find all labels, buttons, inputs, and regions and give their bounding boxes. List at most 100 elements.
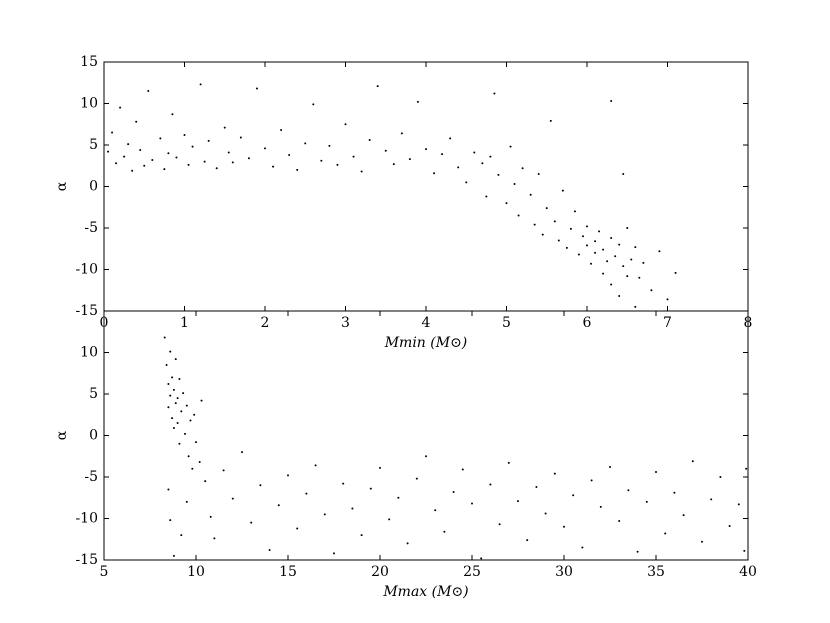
point	[215, 167, 218, 170]
point	[594, 240, 597, 243]
point	[666, 298, 669, 301]
y-tick-label: -5	[84, 220, 98, 236]
point	[320, 159, 323, 162]
point	[425, 455, 427, 458]
point	[614, 255, 617, 258]
point	[183, 432, 186, 435]
point	[344, 123, 347, 126]
y-tick-label: 5	[89, 137, 98, 153]
point	[541, 233, 544, 236]
point	[127, 143, 130, 146]
point	[473, 151, 476, 154]
point	[169, 519, 172, 522]
point	[572, 494, 575, 497]
y-axis-label: α	[54, 181, 70, 191]
point	[481, 162, 484, 165]
point	[360, 534, 363, 537]
point	[191, 145, 194, 148]
point	[174, 402, 177, 405]
point	[180, 534, 183, 537]
point	[507, 461, 510, 464]
point	[171, 113, 174, 116]
point	[618, 243, 621, 246]
point	[581, 546, 584, 549]
x-tick-label: 5	[100, 564, 109, 580]
point	[231, 497, 234, 500]
point	[497, 173, 500, 176]
point	[397, 496, 400, 499]
point	[465, 181, 468, 184]
point	[379, 466, 381, 469]
point	[163, 168, 166, 171]
point	[634, 246, 637, 249]
point	[434, 509, 437, 512]
point	[203, 160, 206, 163]
point	[360, 170, 363, 173]
point	[163, 336, 166, 339]
point	[610, 236, 613, 239]
point	[441, 153, 444, 156]
point	[526, 539, 529, 542]
point	[351, 507, 354, 510]
x-tick-label: 6	[583, 315, 592, 331]
point	[135, 120, 138, 123]
point	[207, 139, 210, 142]
point	[449, 137, 452, 140]
y-tick-label: 10	[80, 345, 98, 361]
point	[250, 521, 253, 524]
point	[231, 161, 234, 164]
point	[433, 172, 436, 175]
x-tick-label: 20	[371, 564, 389, 580]
point	[272, 165, 275, 168]
point	[461, 468, 464, 471]
point	[342, 482, 345, 485]
point	[239, 136, 242, 139]
point	[169, 350, 172, 353]
point	[247, 157, 250, 160]
point	[549, 119, 552, 122]
point	[204, 480, 207, 483]
point	[533, 223, 536, 226]
point	[305, 492, 308, 495]
point	[167, 383, 170, 386]
point	[139, 148, 142, 151]
point	[658, 250, 661, 253]
point	[376, 85, 379, 88]
point	[223, 126, 226, 129]
point	[622, 265, 625, 268]
point	[638, 276, 641, 279]
y-axis-label: α	[54, 430, 70, 440]
point	[312, 103, 315, 106]
point	[544, 512, 547, 515]
y-tick-label: -10	[75, 262, 98, 278]
y-tick-label: -10	[75, 511, 98, 527]
point	[664, 532, 667, 535]
point	[182, 392, 185, 395]
y-tick-label: -15	[75, 552, 98, 568]
point	[159, 137, 162, 140]
y-tick-label: 15	[80, 54, 98, 70]
point	[115, 162, 118, 165]
point	[622, 173, 625, 176]
point	[457, 166, 460, 169]
point	[581, 235, 584, 238]
point	[598, 230, 601, 233]
point	[529, 193, 532, 196]
point	[111, 131, 114, 134]
point	[200, 399, 203, 402]
point	[509, 145, 512, 148]
point	[178, 378, 181, 381]
x-tick-label: 30	[555, 564, 573, 580]
point	[277, 504, 280, 507]
point	[618, 519, 621, 522]
x-tick-label: 5	[502, 315, 511, 331]
point	[174, 358, 177, 361]
point	[710, 498, 713, 501]
point	[586, 244, 588, 247]
point	[485, 195, 488, 198]
point	[171, 417, 174, 420]
x-tick-label: 40	[739, 564, 757, 580]
point	[569, 227, 572, 230]
point	[545, 207, 548, 210]
point	[489, 483, 492, 486]
